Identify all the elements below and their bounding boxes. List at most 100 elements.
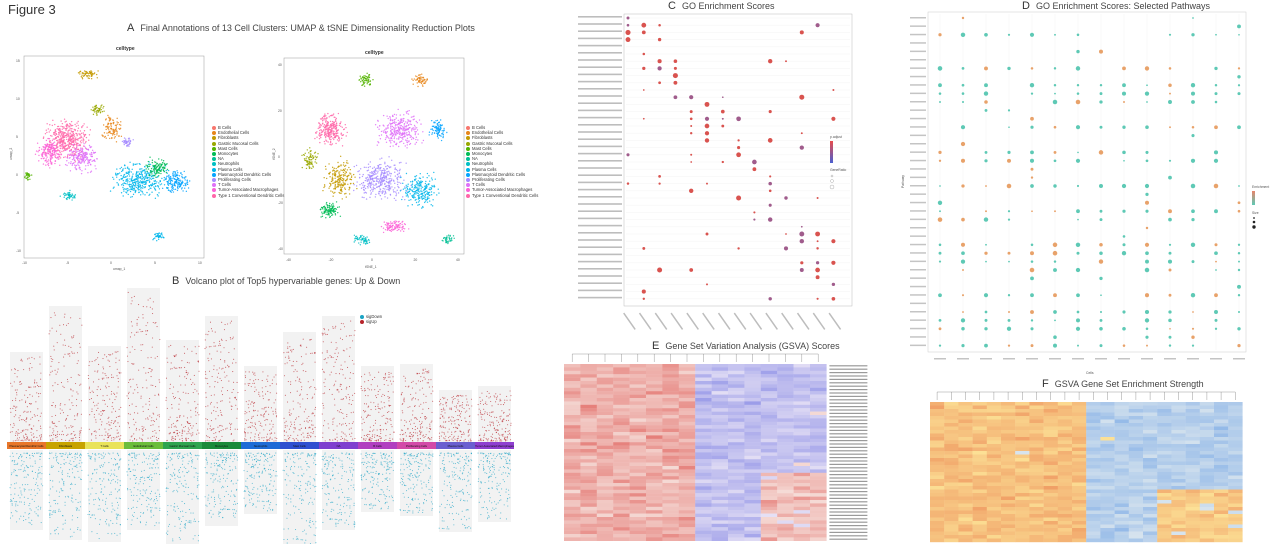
umap-point <box>77 72 80 74</box>
volcano-up-point <box>88 364 90 367</box>
volcano-down-point <box>103 478 105 480</box>
tsne-point <box>367 183 370 185</box>
umap-point <box>102 135 104 137</box>
tsne-point <box>387 124 390 126</box>
umap-point <box>94 107 96 110</box>
umap-point <box>152 177 155 180</box>
tsne-point <box>340 186 342 188</box>
tsne-point <box>339 155 342 158</box>
tsne-point <box>332 133 335 136</box>
volcano-up-point <box>50 365 52 367</box>
umap-point <box>142 177 145 179</box>
tsne-point <box>390 123 392 125</box>
volcano-down-point <box>79 501 81 503</box>
tsne-clusters <box>301 72 455 246</box>
umap-point <box>53 149 55 152</box>
tsne-point <box>377 165 380 168</box>
volcano-up-point <box>110 422 112 424</box>
volcano-up-point <box>30 403 32 405</box>
tsne-point <box>328 214 330 216</box>
tsne-point <box>365 192 368 194</box>
tsne-point <box>418 194 420 196</box>
umap-point <box>80 157 82 160</box>
tsne-point <box>418 203 420 206</box>
volcano-up-point <box>28 439 30 441</box>
volcano-down-point <box>61 455 63 457</box>
tsne-point <box>419 177 422 180</box>
volcano-down-point <box>112 522 114 524</box>
volcano-up-point <box>108 435 110 437</box>
volcano-down-point <box>74 453 76 456</box>
volcano-down-point <box>55 528 57 530</box>
tsne-point <box>334 185 336 187</box>
volcano-down-point <box>116 534 118 536</box>
tsne-point <box>347 183 349 185</box>
volcano-up-point <box>154 357 156 359</box>
umap-point <box>102 124 105 126</box>
umap-point <box>172 172 174 175</box>
umap-point <box>158 182 160 184</box>
volcano-up-point <box>28 386 30 388</box>
umap-point <box>132 183 135 186</box>
volcano-up-point <box>136 384 138 386</box>
volcano-down-point <box>49 488 52 490</box>
tsne-point <box>354 239 356 242</box>
umap-point <box>151 177 154 180</box>
volcano-down-point <box>10 512 12 514</box>
umap-point <box>46 131 48 134</box>
volcano-down-point <box>98 505 100 507</box>
umap-point <box>145 175 147 177</box>
volcano-up-point <box>98 378 100 380</box>
tsne-point <box>393 136 396 138</box>
umap-point <box>61 145 63 148</box>
umap-point <box>47 128 50 130</box>
volcano-down-point <box>119 480 121 482</box>
volcano-up-point <box>94 370 96 372</box>
tsne-point <box>369 184 372 186</box>
tsne-point <box>309 163 311 166</box>
umap-point <box>88 161 91 164</box>
tsne-point <box>399 230 402 232</box>
volcano-up-point <box>70 433 72 435</box>
tsne-point <box>324 136 327 139</box>
tsne-point <box>397 145 400 148</box>
volcano-up-point <box>34 440 36 442</box>
tsne-point <box>332 179 334 182</box>
umap-point <box>158 175 160 177</box>
tsne-point <box>426 78 428 80</box>
umap-point <box>109 137 111 140</box>
volcano-down-point <box>57 526 59 528</box>
tsne-point <box>381 157 383 159</box>
umap-point <box>113 121 115 124</box>
tsne-point <box>390 183 392 185</box>
tsne-point <box>413 186 416 189</box>
tsne-point <box>315 132 317 134</box>
tsne-point <box>404 134 406 136</box>
tsne-point <box>407 183 409 185</box>
volcano-up-point <box>75 383 77 385</box>
umap-point <box>55 154 57 156</box>
tsne-point <box>370 172 373 174</box>
umap-point <box>93 73 95 75</box>
volcano-up-point <box>23 411 25 413</box>
umap-point <box>81 126 83 129</box>
volcano-up-point <box>95 431 97 433</box>
volcano-up-point <box>50 440 52 442</box>
umap-point <box>116 131 118 133</box>
tsne-point <box>334 186 336 188</box>
umap-point <box>52 138 55 140</box>
umap-point <box>52 132 55 134</box>
volcano-down-point <box>114 464 117 466</box>
umap-point <box>92 113 95 116</box>
volcano-up-point <box>114 351 116 353</box>
umap-point <box>123 174 125 176</box>
tsne-point <box>411 186 413 188</box>
volcano-down-point <box>117 455 120 457</box>
volcano-up-point <box>101 421 103 423</box>
tsne-point <box>384 161 386 163</box>
umap-point <box>150 167 153 170</box>
tsne-point <box>334 177 336 180</box>
tsne-point <box>303 158 306 160</box>
tsne-point <box>372 183 374 185</box>
volcano-up-point <box>99 388 102 390</box>
